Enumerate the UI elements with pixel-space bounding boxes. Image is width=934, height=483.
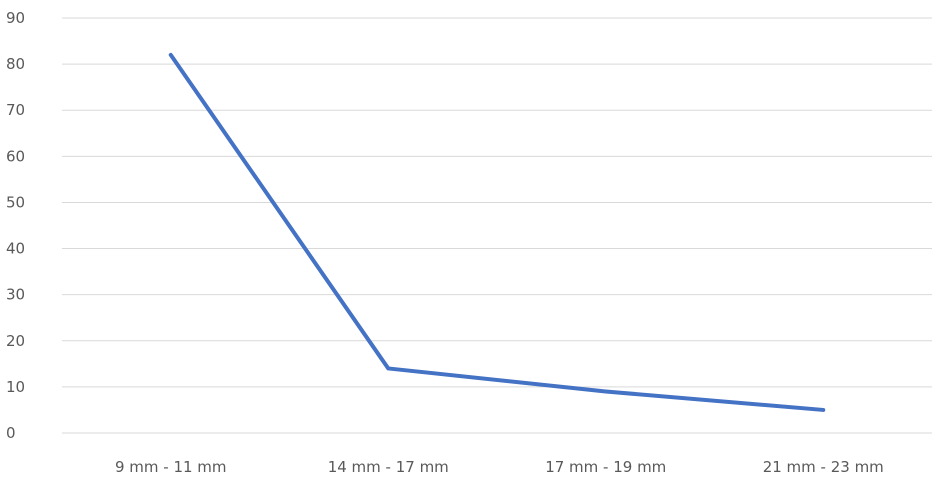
x-tick-label-4: 21 mm - 23 mm xyxy=(763,458,884,476)
y-tick-label-20: 20 xyxy=(6,332,25,350)
y-tick-label-80: 80 xyxy=(6,55,25,73)
y-axis-ticks: 0 10 20 30 40 50 60 70 80 90 xyxy=(6,9,25,442)
x-tick-label-1: 9 mm - 11 mm xyxy=(115,458,227,476)
y-tick-label-40: 40 xyxy=(6,240,25,258)
x-tick-label-2: 14 mm - 17 mm xyxy=(328,458,449,476)
y-tick-label-10: 10 xyxy=(6,378,25,396)
y-tick-label-90: 90 xyxy=(6,9,25,27)
y-tick-label-50: 50 xyxy=(6,193,25,211)
series-line-1 xyxy=(168,52,826,412)
y-tick-label-60: 60 xyxy=(6,147,25,165)
x-tick-label-3: 17 mm - 19 mm xyxy=(545,458,666,476)
y-tick-label-70: 70 xyxy=(6,101,25,119)
x-axis-ticks: 9 mm - 11 mm 14 mm - 17 mm 17 mm - 19 mm 21… xyxy=(115,458,884,476)
gridlines xyxy=(62,17,932,434)
y-tick-label-0: 0 xyxy=(6,424,16,442)
y-tick-label-30: 30 xyxy=(6,286,25,304)
series-layer xyxy=(168,52,826,412)
